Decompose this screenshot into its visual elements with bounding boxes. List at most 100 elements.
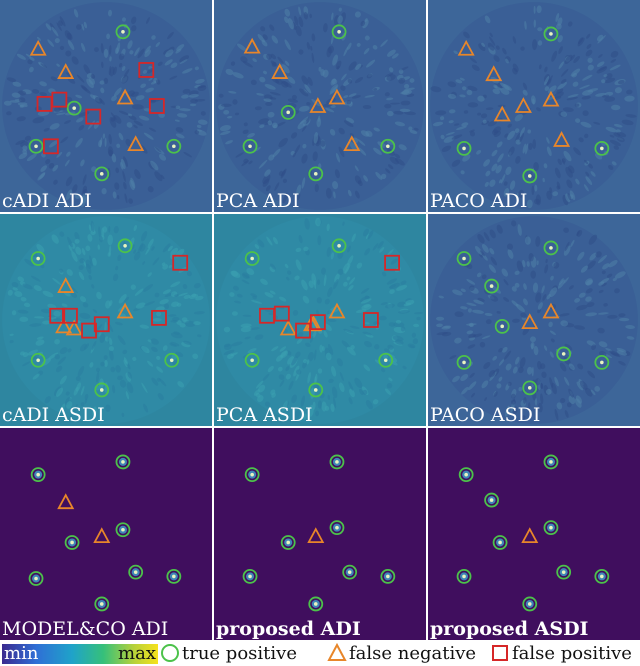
true-positive-marker <box>30 352 46 368</box>
panel-cadi-adi: cADI ADI <box>0 0 212 212</box>
true-positive-marker <box>166 138 182 154</box>
true-positive-marker <box>115 24 131 40</box>
true-positive-marker <box>492 535 508 550</box>
false-positive-marker <box>295 322 311 339</box>
true-positive-marker <box>30 467 46 483</box>
square-marker-icon <box>492 645 508 661</box>
true-positive-marker <box>280 535 296 550</box>
true-positive-marker <box>456 568 472 584</box>
residual-map-image <box>214 0 426 212</box>
false-negative-marker <box>309 97 327 113</box>
marker-overlay <box>456 26 610 184</box>
panel-label: PCA ASDI <box>216 404 313 426</box>
panel-label: PACO ADI <box>430 190 528 212</box>
true-positive-marker <box>244 352 260 368</box>
panel-label: proposed ADI <box>216 618 361 640</box>
marker-overlay <box>244 238 400 398</box>
true-positive-marker <box>331 24 347 40</box>
false-positive-marker <box>36 95 53 112</box>
false-positive-marker <box>273 305 290 322</box>
false-positive-marker <box>42 138 59 155</box>
true-positive-marker <box>308 596 324 612</box>
true-positive-marker <box>484 492 499 508</box>
legend-false-positive-label: false positive <box>512 642 632 664</box>
true-positive-marker <box>117 238 133 254</box>
false-negative-marker <box>57 493 75 510</box>
true-positive-marker <box>115 522 131 538</box>
true-positive-marker <box>458 467 474 483</box>
false-negative-marker <box>55 317 73 334</box>
true-positive-marker <box>543 520 559 536</box>
false-negative-marker <box>271 63 289 79</box>
panel-pca-asdi: PCA ASDI <box>214 214 426 426</box>
false-positive-marker <box>49 307 66 324</box>
false-positive-marker <box>62 307 78 324</box>
true-positive-marker <box>522 380 538 396</box>
marker-overlay <box>242 454 396 612</box>
marker-overlay <box>456 454 610 612</box>
true-positive-marker <box>94 382 110 398</box>
false-negative-marker <box>485 65 503 82</box>
panel-proposed-adi: proposed ADI <box>214 428 426 640</box>
true-positive-marker <box>308 382 324 398</box>
false-negative-marker <box>542 302 560 319</box>
true-positive-marker <box>456 140 472 156</box>
legend-true-positive: true positive <box>160 642 297 664</box>
false-negative-marker <box>457 39 475 56</box>
true-positive-marker <box>522 168 538 184</box>
legend-false-negative: false negative <box>327 642 476 664</box>
residual-map-image <box>428 0 640 212</box>
true-positive-marker <box>128 564 144 580</box>
false-positive-marker <box>85 108 102 125</box>
true-positive-marker <box>556 346 572 362</box>
true-positive-marker <box>556 564 572 580</box>
marker-overlay <box>242 24 396 182</box>
true-positive-marker <box>594 354 610 370</box>
false-negative-marker <box>65 319 83 336</box>
marker-overlay <box>28 454 182 612</box>
false-negative-marker <box>57 63 75 79</box>
true-positive-marker <box>543 26 559 42</box>
true-positive-marker <box>66 100 82 116</box>
false-positive-marker <box>51 91 68 108</box>
false-negative-marker <box>493 105 511 122</box>
true-positive-marker <box>28 571 44 586</box>
residual-map-image <box>0 214 212 426</box>
true-positive-marker <box>380 138 396 154</box>
false-positive-marker <box>148 98 165 114</box>
true-positive-marker <box>244 251 260 266</box>
legend-true-positive-label: true positive <box>182 642 297 664</box>
colorbar: min max <box>2 644 158 664</box>
false-positive-marker <box>81 322 97 339</box>
legend-false-positive: false positive <box>490 642 632 664</box>
panel-label: cADI ASDI <box>2 404 105 426</box>
panel-label: MODEL&CO ADI <box>2 618 169 640</box>
false-negative-marker <box>343 135 361 152</box>
figure-grid: cADI ADI PCA ADI PACO ADI cADI ASDI PCA ASDI… <box>0 0 640 640</box>
true-positive-marker <box>280 104 296 120</box>
residual-map-image <box>0 0 212 212</box>
panel-label: cADI ADI <box>2 190 92 212</box>
true-positive-marker <box>329 454 345 470</box>
true-positive-marker <box>342 564 358 580</box>
false-negative-marker <box>521 527 539 544</box>
true-positive-marker <box>380 568 396 584</box>
false-negative-marker <box>243 37 261 54</box>
true-positive-marker <box>484 278 499 294</box>
true-positive-marker <box>594 140 610 156</box>
panel-paco-asdi: PACO ASDI <box>428 214 640 426</box>
residual-map-image <box>428 428 640 640</box>
true-positive-marker <box>94 166 110 182</box>
panel-label: PCA ADI <box>216 190 300 212</box>
false-positive-marker <box>384 254 400 271</box>
panel-model-co-adi: MODEL&CO ADI <box>0 428 212 640</box>
colorbar-max-label: max <box>118 643 156 664</box>
true-positive-marker <box>30 251 46 266</box>
panel-proposed-asdi: proposed ASDI <box>428 428 640 640</box>
panel-paco-adi: PACO ADI <box>428 0 640 212</box>
false-positive-marker <box>362 312 379 328</box>
true-positive-marker <box>378 352 394 368</box>
residual-map-image <box>214 214 426 426</box>
false-negative-marker <box>553 131 571 147</box>
marker-overlay <box>28 24 182 182</box>
